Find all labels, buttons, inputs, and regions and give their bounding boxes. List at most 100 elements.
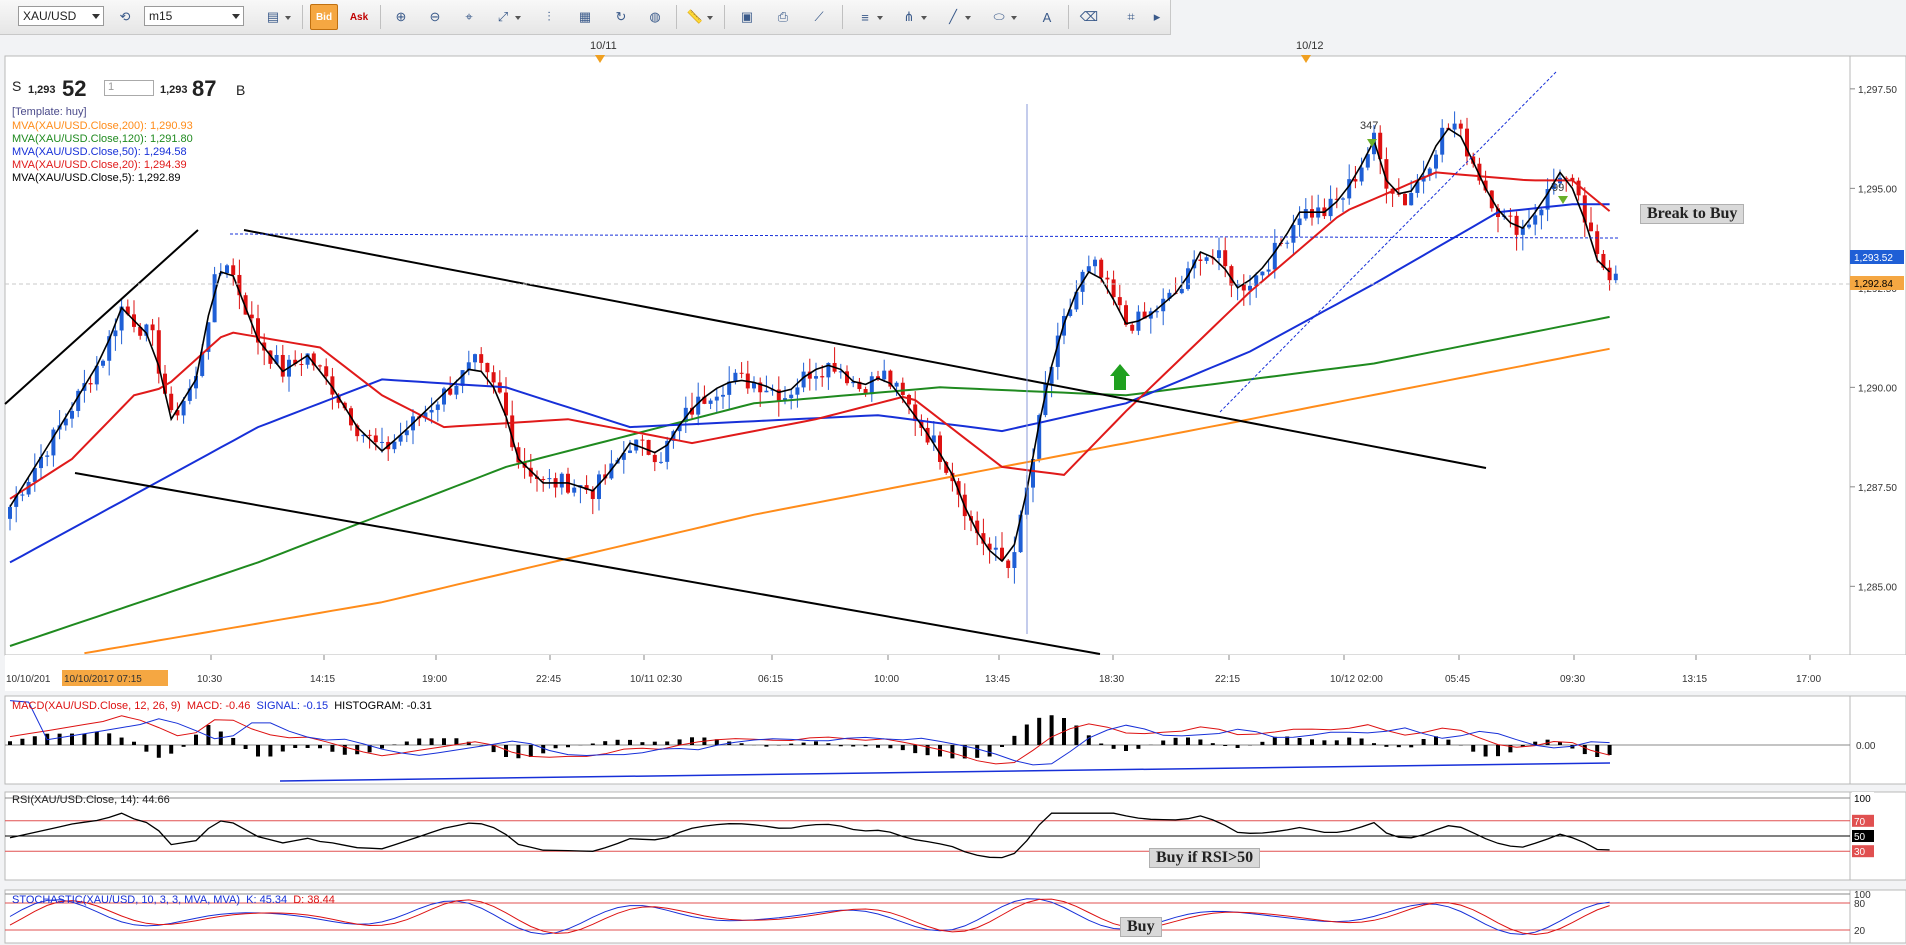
sell-label[interactable]: S [12,78,22,94]
macd-bar [603,741,608,745]
macd-bar [590,743,595,745]
buy-arrow-icon [1110,364,1130,376]
legend-mva120: MVA(XAU/USD.Close,120): 1,291.80 [12,133,193,145]
down-marker-icon [1367,139,1377,147]
candle-body [274,354,279,364]
candle-body [690,407,694,415]
candle-body [727,381,732,395]
macd-bar [1434,736,1438,745]
candle-body [76,390,81,411]
macd-bar [764,745,769,747]
candle-body [1310,209,1314,218]
candle-body [1006,560,1011,568]
candle-body [404,430,409,436]
candle-body [156,330,161,374]
mva200-line [84,347,1610,655]
candle-body [528,467,533,477]
candle-body [838,371,843,373]
screenshot-icon[interactable]: ▣ [740,9,754,24]
stoch-axis-label: 80 [1854,899,1866,910]
template-icon[interactable]: ⌗ [1127,9,1135,24]
macd-bar [690,737,694,745]
candle-body [1589,222,1593,232]
candle-body [1582,195,1587,223]
candle-body [1434,154,1438,169]
candle-body [1427,168,1432,176]
rsi-axis-tag [1852,830,1874,842]
candle-body [442,388,446,405]
macd-signal: SIGNAL: -0.15 [256,700,329,712]
time-highlight [62,670,168,686]
macd-axis-label: 0.00 [1856,741,1876,752]
zoom-out-icon[interactable]: ⊖ [429,9,441,24]
candle-body [597,474,601,499]
candle-body [150,324,155,331]
macd-bar [1260,741,1265,745]
collapse-icon[interactable]: ▸ [1153,9,1161,24]
zoom-fit-icon[interactable]: ⤢ [492,6,521,28]
y-tick-label: 1,285.00 [1858,582,1897,593]
zoom-cursor-icon[interactable]: ⌖ [465,9,473,24]
line-tool-icon[interactable]: ╱ [942,6,971,28]
candle-body [26,481,31,495]
horizontal-line-icon[interactable]: ≡ [854,6,883,28]
candle-body [460,370,465,386]
globe-icon[interactable]: ◍ [649,9,661,24]
candle-body [144,324,149,336]
symbol-select[interactable]: XAU/USD [18,6,104,26]
candle-body [1570,177,1575,181]
bar-chart-icon[interactable]: ▤ [262,6,291,28]
sync-icon[interactable]: ⟲ [119,9,131,24]
eraser-icon[interactable]: ⌫ [1079,9,1099,24]
ruler-icon[interactable]: 📏 [684,6,713,28]
sell-price-small[interactable]: 1,293 [28,84,56,96]
candle-body [1359,167,1364,182]
ask-button[interactable]: Ask [349,11,369,23]
stoch-axis-label: 100 [1854,890,1871,901]
trendline-tool-icon[interactable]: ⟋ [814,9,824,24]
macd-bar [516,745,521,759]
candle-body [299,364,304,366]
candle-body [913,404,918,421]
macd-bar [32,736,37,745]
macd-bar [218,731,223,745]
macd-pane-axis [1849,695,1906,785]
buy-price-small[interactable]: 1,293 [160,84,188,96]
sell-price-big[interactable]: 52 [62,76,87,101]
candle-body [429,409,434,413]
chart-properties-icon[interactable]: ▦ [578,9,592,24]
candle-body [683,407,688,422]
refresh-icon[interactable]: ↻ [615,9,627,24]
macd-bar [913,745,918,754]
candle-body [733,372,738,382]
macd-bar [1607,745,1612,755]
macd-bar [330,745,335,752]
macd-bar [826,743,831,745]
text-tool-icon[interactable]: A [1042,9,1052,25]
macd-bar [318,745,322,749]
zoom-in-icon[interactable]: ⊕ [395,9,407,24]
lot-input[interactable]: 1 [104,80,154,96]
buy-price-big[interactable]: 87 [192,76,217,101]
rsi-axis-label: 30 [1854,847,1866,858]
candle-body [1155,311,1159,313]
x-tick-label: 10:30 [197,674,222,685]
indicator-icon[interactable]: ⫶ [547,9,551,24]
ellipse-tool-icon[interactable]: ⬭ [988,6,1017,28]
x-tick-label: 10:00 [874,674,899,685]
chart-area[interactable]: 10/11 10/12 1,285.00 1,287.50 1,290.00 1,292.… [0,34,1906,945]
buy-label[interactable]: B [236,82,246,98]
fibonacci-icon[interactable]: ⋔ [898,6,927,28]
macd-title: MACD(XAU/USD.Close, 12, 26, 9) [12,700,181,712]
macd-bar [156,745,161,758]
timeframe-select[interactable]: m15 [144,6,244,26]
macd-bar [429,738,434,745]
candle-body [559,473,564,488]
candle-body [1365,154,1370,168]
bid-button[interactable]: Bid [310,4,338,30]
macd-bar [1446,739,1451,745]
print-icon[interactable]: ⎙ [777,9,789,24]
macd-bar [293,745,298,748]
candle-body [1186,268,1190,289]
candle-body [1254,275,1259,286]
